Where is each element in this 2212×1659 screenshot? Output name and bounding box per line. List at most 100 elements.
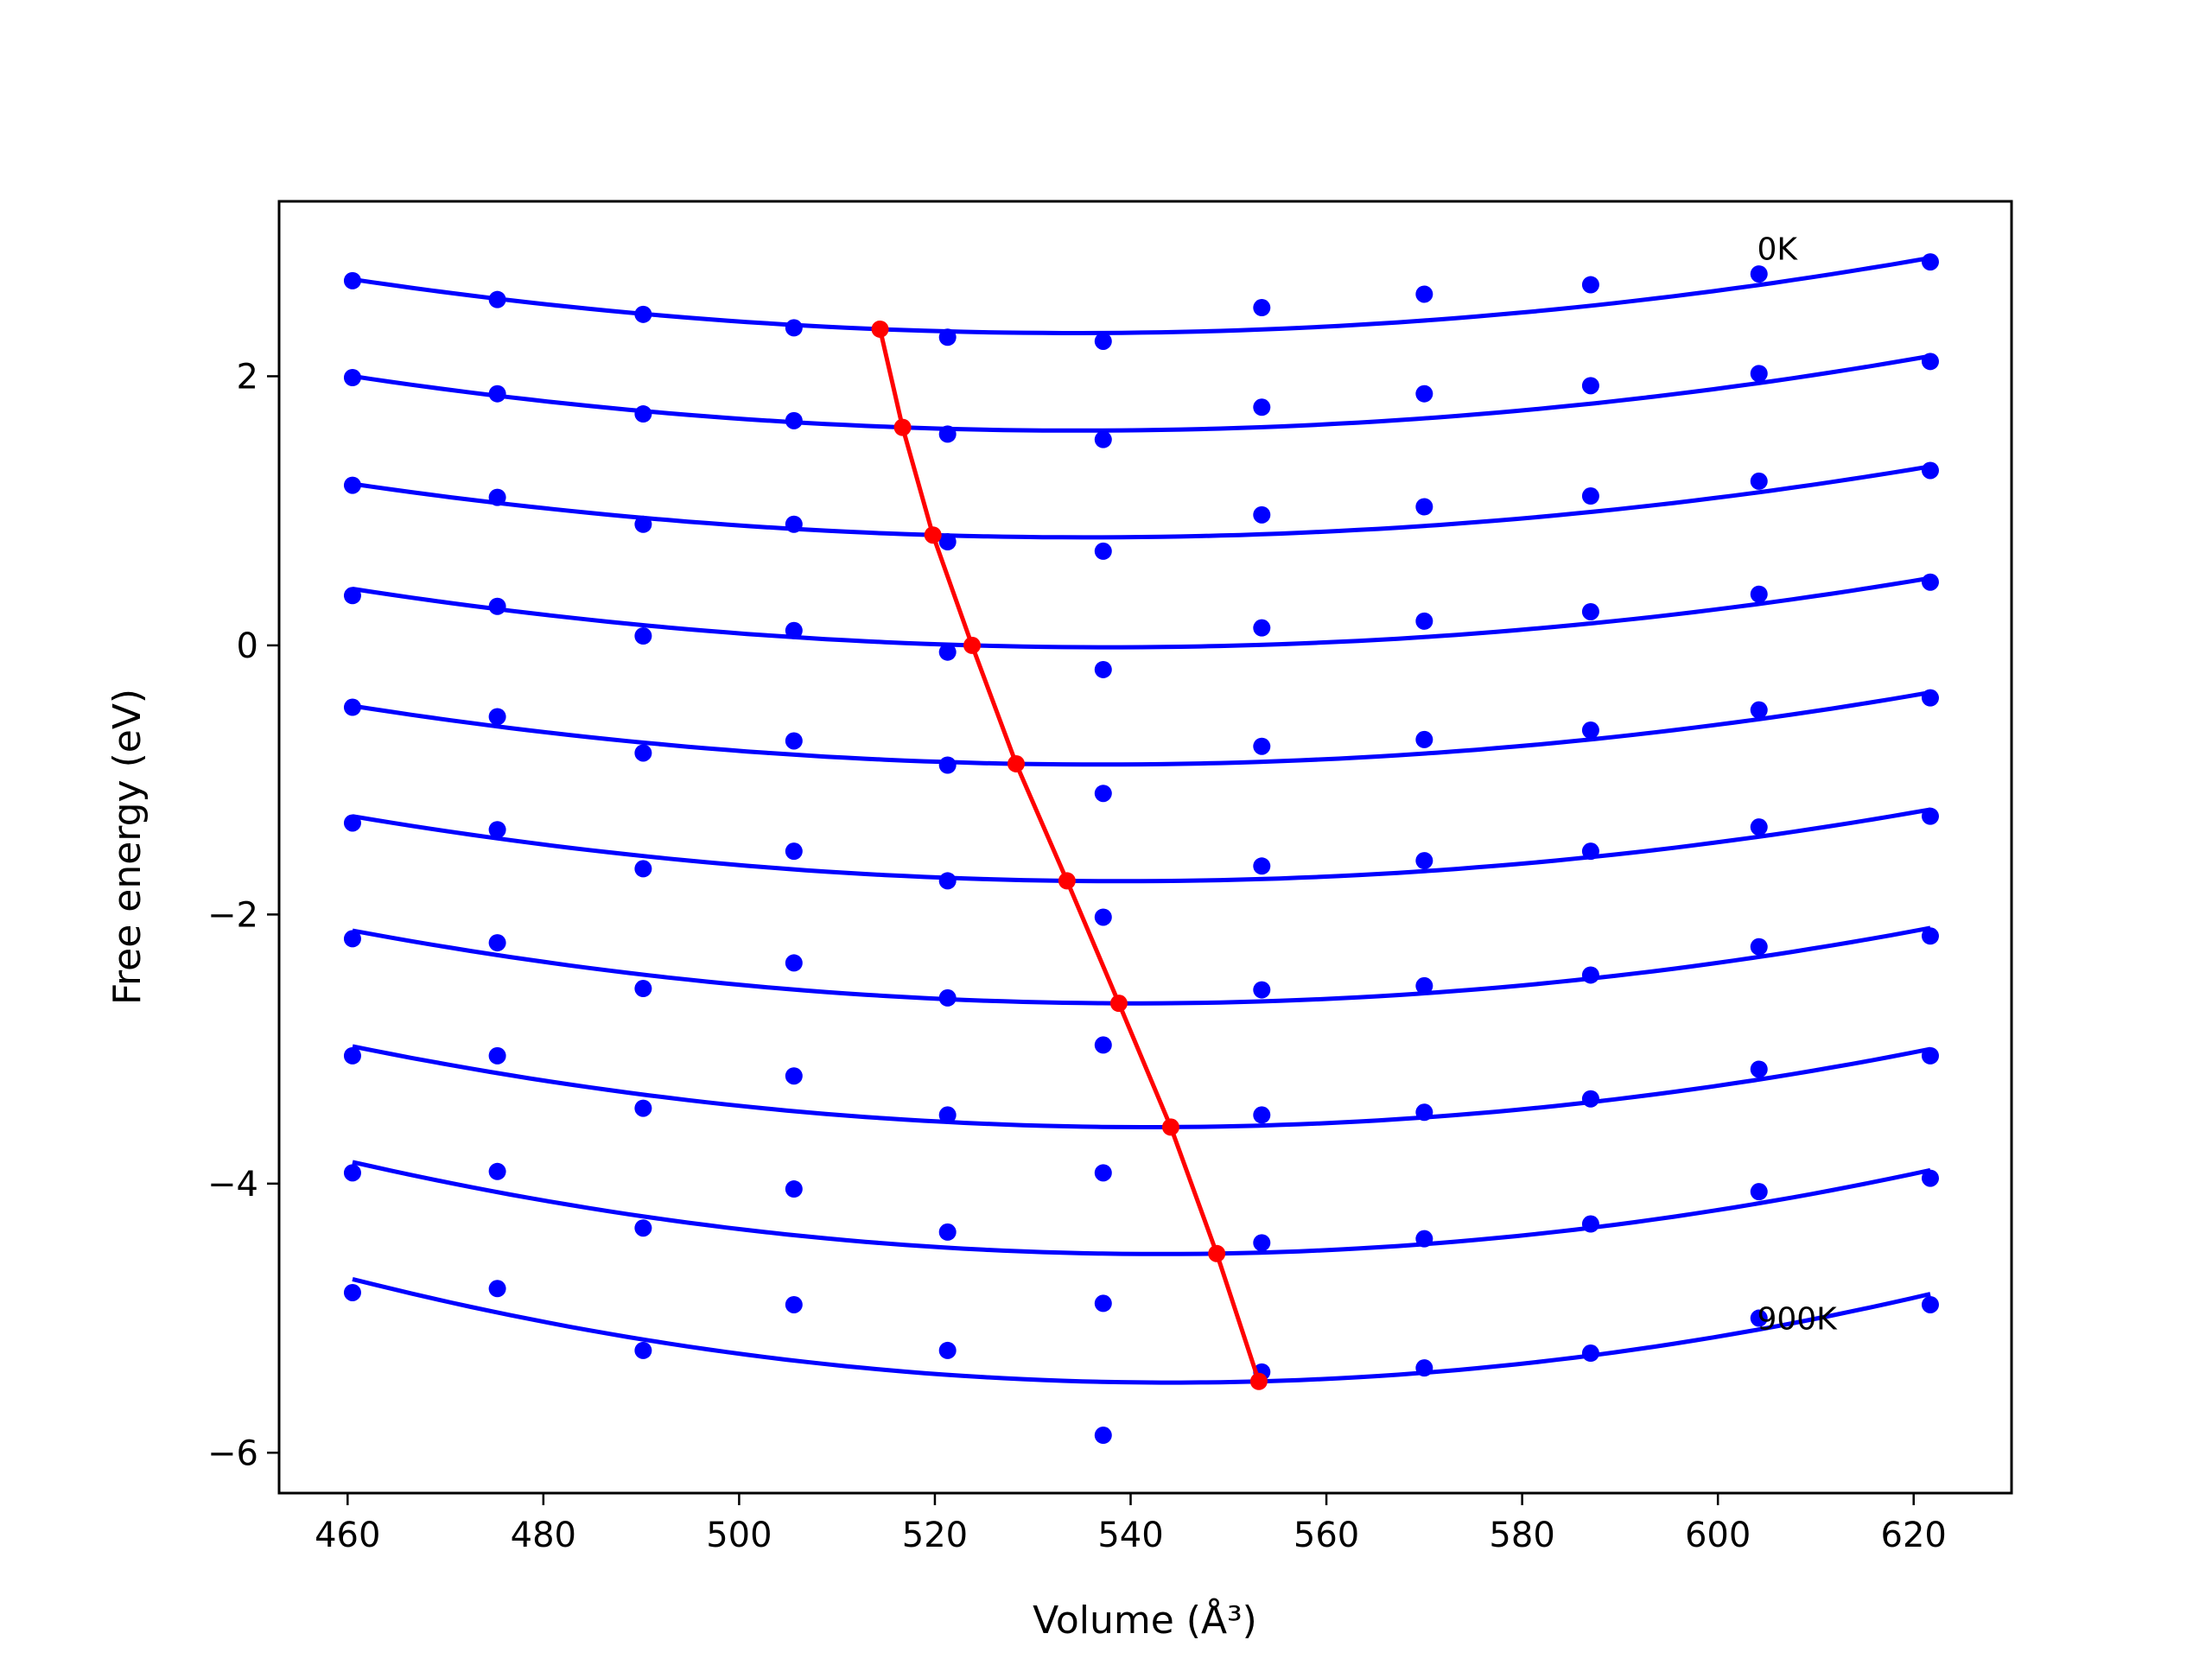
data-point-0-1 [488, 290, 506, 308]
data-point-0-0 [343, 271, 361, 289]
data-point-6-2 [634, 980, 652, 998]
data-point-2-4 [938, 532, 957, 550]
data-point-5-4 [938, 872, 957, 890]
data-point-5-9 [1750, 818, 1768, 836]
data-point-4-9 [1750, 701, 1768, 719]
fit-curves [352, 255, 1931, 1385]
data-point-2-0 [343, 476, 361, 494]
data-point-8-2 [634, 1219, 652, 1237]
data-point-5-0 [343, 814, 361, 832]
x-tick-label-7: 600 [1685, 1516, 1751, 1555]
data-point-9-7 [1415, 1359, 1433, 1377]
data-points [343, 253, 1939, 1445]
data-point-4-3 [785, 732, 803, 750]
data-point-8-0 [343, 1164, 361, 1182]
data-point-7-4 [938, 1106, 957, 1124]
data-point-9-9 [1750, 1309, 1768, 1327]
data-point-4-10 [1921, 689, 1939, 707]
data-point-8-10 [1921, 1169, 1939, 1187]
data-point-5-8 [1581, 842, 1599, 861]
minimum-line [871, 320, 1268, 1390]
data-point-3-4 [938, 643, 957, 661]
x-tick-label-1: 480 [511, 1516, 576, 1555]
data-point-7-8 [1581, 1090, 1599, 1108]
data-point-8-9 [1750, 1183, 1768, 1201]
data-point-0-7 [1415, 285, 1433, 303]
y-axis-label: Free energy (eV) [105, 689, 149, 1005]
data-point-4-8 [1581, 721, 1599, 740]
x-tick-label-6: 580 [1489, 1516, 1554, 1555]
data-point-3-10 [1921, 573, 1939, 591]
y-tick-label-1: −4 [207, 1165, 258, 1205]
data-point-5-2 [634, 860, 652, 878]
minimum-point-0 [871, 320, 889, 338]
minimum-point-7 [1161, 1118, 1179, 1136]
data-point-5-5 [1094, 908, 1112, 926]
data-point-2-8 [1581, 487, 1599, 505]
data-point-6-8 [1581, 966, 1599, 984]
data-point-7-6 [1253, 1106, 1271, 1124]
data-point-4-2 [634, 744, 652, 762]
data-point-1-7 [1415, 385, 1433, 403]
data-point-1-9 [1750, 365, 1768, 383]
data-point-0-8 [1581, 276, 1599, 294]
x-tick-label-4: 540 [1097, 1516, 1163, 1555]
data-point-8-8 [1581, 1215, 1599, 1233]
data-point-1-1 [488, 385, 506, 403]
annotation-900k: 900K [1757, 1302, 1838, 1338]
data-point-0-10 [1921, 253, 1939, 271]
data-point-7-3 [785, 1067, 803, 1085]
data-point-6-9 [1750, 938, 1768, 956]
data-point-5-6 [1253, 857, 1271, 875]
fit-curve-7 [352, 1044, 1931, 1129]
data-point-0-3 [785, 319, 803, 337]
data-point-1-2 [634, 405, 652, 423]
data-point-2-2 [634, 515, 652, 533]
fit-curve-3 [352, 575, 1931, 650]
data-point-3-5 [1094, 660, 1112, 678]
annotation-0k: 0K [1757, 232, 1798, 268]
data-point-9-10 [1921, 1295, 1939, 1313]
data-point-6-10 [1921, 927, 1939, 945]
minimum-point-5 [1058, 872, 1076, 890]
data-point-1-6 [1253, 398, 1271, 416]
data-point-2-3 [785, 515, 803, 533]
data-point-6-3 [785, 954, 803, 972]
data-point-0-6 [1253, 299, 1271, 317]
data-point-6-7 [1415, 976, 1433, 995]
data-point-6-0 [343, 930, 361, 948]
data-point-1-10 [1921, 353, 1939, 371]
y-axis: −6 −4 −2 0 2 [207, 357, 279, 1473]
data-point-5-1 [488, 821, 506, 839]
minimum-line-path [878, 328, 1262, 1382]
data-point-7-9 [1750, 1060, 1768, 1078]
fit-curve-1 [352, 353, 1931, 433]
data-point-0-9 [1750, 265, 1768, 283]
data-point-2-10 [1921, 461, 1939, 480]
data-point-1-4 [938, 425, 957, 443]
x-tick-label-3: 520 [902, 1516, 968, 1555]
fit-curve-0 [352, 255, 1931, 335]
y-tick-label-3: 0 [237, 626, 258, 666]
x-tick-label-5: 560 [1294, 1516, 1359, 1555]
data-point-8-5 [1094, 1294, 1112, 1313]
data-point-6-1 [488, 934, 506, 952]
data-point-0-5 [1094, 332, 1112, 350]
y-tick-label-0: −6 [207, 1433, 258, 1473]
data-point-7-5 [1094, 1164, 1112, 1182]
data-point-4-6 [1253, 737, 1271, 755]
data-point-2-1 [488, 488, 506, 506]
data-point-8-6 [1253, 1234, 1271, 1252]
data-point-5-10 [1921, 807, 1939, 825]
data-point-2-5 [1094, 542, 1112, 560]
plot-frame [277, 200, 2013, 1495]
fit-curve-9 [352, 1276, 1931, 1385]
data-point-9-2 [634, 1341, 652, 1359]
data-point-0-4 [938, 328, 957, 346]
data-point-7-1 [488, 1046, 506, 1065]
data-point-2-7 [1415, 498, 1433, 516]
x-axis: 460 480 500 520 540 560 580 600 620 [315, 1493, 1947, 1555]
data-point-3-6 [1253, 619, 1271, 637]
minimum-point-9 [1249, 1372, 1268, 1390]
